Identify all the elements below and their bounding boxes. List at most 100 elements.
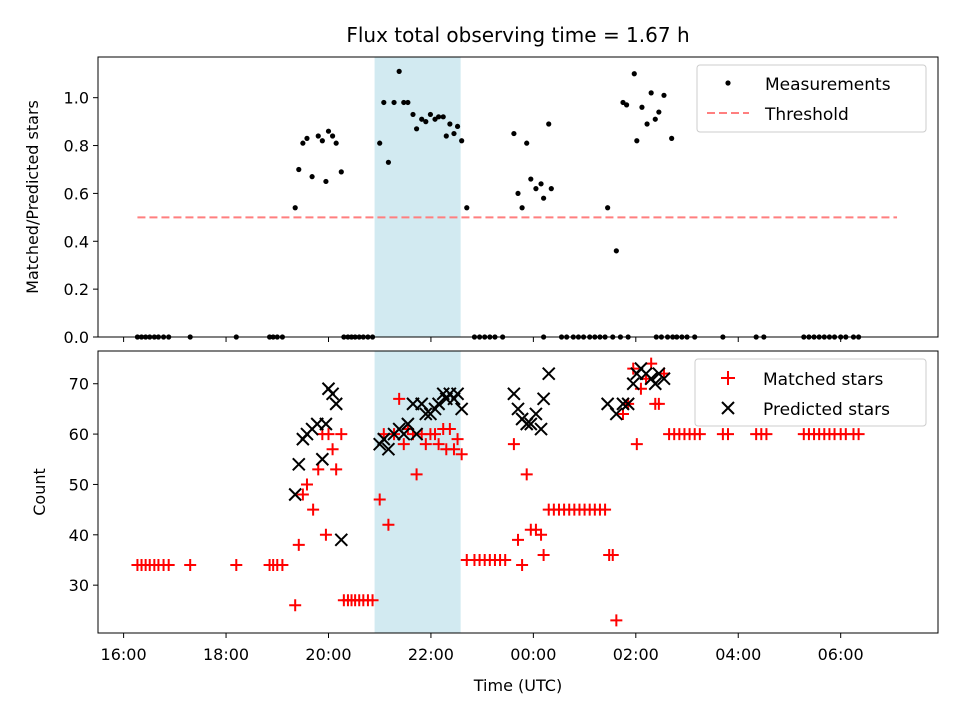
top-y-axis: 0.0 0.2 0.4 0.6 0.8 1.0 bbox=[64, 89, 98, 347]
matched-star-point bbox=[852, 428, 865, 441]
matched-star-point bbox=[429, 428, 442, 441]
predicted-star-point bbox=[329, 397, 343, 411]
matched-star-point bbox=[162, 559, 175, 572]
bottom-y-tick-label: 70 bbox=[69, 375, 89, 394]
top-y-axis-label: Matched/Predicted stars bbox=[23, 100, 42, 294]
matched-star-point bbox=[520, 468, 533, 481]
matched-star-point bbox=[693, 428, 706, 441]
predicted-star-point bbox=[616, 397, 630, 411]
matched-star-point bbox=[289, 599, 302, 612]
top-y-tick-label: 0.8 bbox=[64, 137, 89, 156]
predicted-star-point bbox=[454, 402, 469, 416]
matched-star-point bbox=[296, 488, 309, 501]
x-tick-label: 20:00 bbox=[305, 645, 351, 664]
legend-measurements-label: Measurements bbox=[765, 75, 891, 95]
top-highlight-span bbox=[374, 57, 461, 337]
x-axis: 16:00 18:00 20:00 22:00 00:00 02:00 04:00 06:00 bbox=[101, 633, 864, 664]
matched-star-point bbox=[373, 493, 386, 506]
predicted-star-point bbox=[626, 377, 640, 391]
matched-star-point bbox=[432, 438, 445, 451]
predicted-stars-points bbox=[288, 361, 671, 547]
matched-star-point bbox=[652, 397, 665, 410]
predicted-star-point bbox=[334, 533, 349, 547]
matched-star-point bbox=[366, 594, 379, 607]
measurement-point bbox=[639, 104, 645, 110]
measurement-point bbox=[454, 123, 461, 130]
bottom-legend-box bbox=[694, 358, 927, 427]
measurement-point bbox=[648, 90, 654, 96]
top-legend: Measurements Threshold bbox=[696, 64, 927, 133]
measurement-point bbox=[304, 135, 310, 141]
matched-star-point bbox=[276, 559, 289, 572]
matched-star-point bbox=[230, 559, 243, 572]
matched-star-point bbox=[760, 428, 773, 441]
predicted-star-point bbox=[431, 397, 446, 411]
legend-predicted-marker bbox=[721, 401, 735, 415]
measurement-point bbox=[440, 114, 446, 120]
matched-star-point bbox=[382, 518, 395, 531]
predicted-star-point bbox=[377, 432, 391, 446]
predicted-star-point bbox=[397, 427, 411, 441]
predicted-star-point bbox=[534, 422, 548, 436]
matched-star-point bbox=[722, 428, 734, 441]
measurement-point bbox=[323, 178, 329, 185]
matched-star-point bbox=[537, 548, 550, 561]
matched-star-point bbox=[451, 433, 464, 446]
bottom-plot-frame bbox=[97, 350, 939, 634]
measurement-point bbox=[538, 181, 544, 187]
top-y-tick-label: 0.4 bbox=[64, 232, 89, 251]
measurement-point bbox=[524, 140, 530, 146]
measurement-point bbox=[541, 195, 547, 201]
x-tick-label: 00:00 bbox=[510, 645, 556, 664]
matched-star-point bbox=[499, 553, 512, 566]
predicted-star-point bbox=[542, 366, 556, 381]
top-x-ticks bbox=[123, 337, 842, 342]
measurement-point bbox=[548, 186, 554, 192]
ratio-panel: 0.0 0.2 0.4 0.6 0.8 1.0 Matched/Predicted sta… bbox=[23, 56, 939, 347]
matched-star-point bbox=[300, 478, 313, 491]
matched-star-point bbox=[184, 559, 197, 572]
measurement-point bbox=[613, 248, 619, 254]
matched-star-point bbox=[516, 559, 529, 572]
matched-star-point bbox=[447, 443, 460, 456]
matched-stars-points bbox=[131, 357, 865, 627]
bottom-y-axis-label: Count bbox=[30, 468, 49, 516]
x-tick-label: 06:00 bbox=[818, 645, 864, 664]
measurement-point bbox=[410, 111, 416, 118]
measurement-point bbox=[405, 99, 411, 106]
matched-star-point bbox=[507, 438, 520, 451]
legend-predicted-label: Predicted stars bbox=[763, 400, 890, 420]
x-tick-label: 02:00 bbox=[613, 645, 659, 664]
measurement-point bbox=[605, 205, 611, 211]
measurement-point bbox=[319, 138, 325, 144]
measurement-point bbox=[333, 140, 339, 146]
measurement-point bbox=[338, 169, 344, 175]
measurement-point bbox=[325, 128, 332, 134]
predicted-star-point bbox=[657, 371, 671, 386]
predicted-star-point bbox=[319, 417, 333, 431]
measurement-point bbox=[315, 133, 321, 139]
predicted-star-point bbox=[288, 487, 302, 502]
measurement-point bbox=[436, 114, 442, 120]
matched-star-point bbox=[410, 468, 423, 481]
matched-star-point bbox=[455, 448, 468, 461]
bottom-legend: Matched stars Predicted stars bbox=[694, 358, 927, 427]
matched-star-point bbox=[319, 528, 332, 541]
matched-star-point bbox=[529, 523, 542, 536]
x-tick-label: 04:00 bbox=[715, 645, 761, 664]
legend-matched-label: Matched stars bbox=[763, 370, 883, 390]
predicted-star-point bbox=[507, 387, 521, 401]
bottom-y-axis: 30 40 50 60 70 bbox=[69, 375, 98, 595]
matched-star-point bbox=[397, 438, 410, 451]
measurement-point bbox=[401, 99, 407, 106]
predicted-star-point bbox=[621, 397, 635, 411]
predicted-star-point bbox=[292, 457, 306, 472]
matched-star-point bbox=[606, 548, 619, 561]
chart-title: Flux total observing time = 1.67 h bbox=[346, 23, 689, 47]
legend-threshold-label: Threshold bbox=[764, 105, 849, 125]
measurement-point bbox=[385, 159, 392, 165]
measurement-point bbox=[447, 121, 453, 127]
measurement-point bbox=[423, 119, 429, 125]
predicted-star-point bbox=[529, 407, 543, 421]
